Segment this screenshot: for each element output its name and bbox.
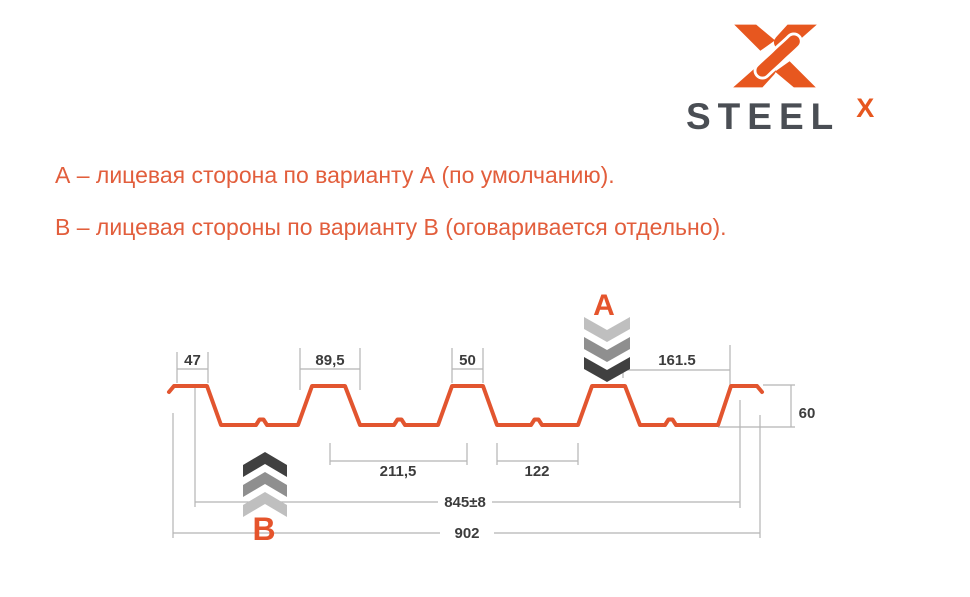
profile-outline	[167, 384, 764, 427]
dim-161-label: 161.5	[658, 352, 696, 369]
chevron-up-mid-icon	[243, 472, 287, 497]
dim-211-label: 211,5	[380, 463, 417, 480]
dim-50-label: 50	[459, 352, 476, 369]
dim-50-lines	[451, 348, 484, 383]
logo-x-arm-bottom-right	[775, 61, 816, 88]
chevron-down-mid-icon	[584, 337, 630, 362]
variant-b-marker: B	[243, 452, 287, 547]
brand-superscript-x: X	[856, 93, 875, 123]
chevron-up-light-icon	[243, 492, 287, 517]
dim-89-label: 89,5	[315, 352, 344, 369]
dimension-labels: 47 89,5 50 161.5 60 211,5 122 845±8 902	[184, 352, 815, 542]
dim-122-label: 122	[524, 463, 549, 480]
variant-a-letter: A	[593, 289, 615, 322]
logo-x-arm-top-left	[734, 24, 775, 51]
profile-cross-section-drawing: 47 89,5 50 161.5 60 211,5 122 845±8 902 …	[167, 289, 815, 547]
dimension-lines	[172, 345, 795, 538]
dim-211-lines	[329, 443, 468, 465]
logo-x-s-link	[756, 35, 800, 77]
dim-902-label: 902	[454, 525, 479, 542]
note-variant-b: В – лицевая стороны по варианту В (огова…	[55, 214, 727, 240]
chevron-down-light-icon	[584, 317, 630, 342]
brand-word: STEEL	[686, 96, 841, 137]
chevron-up-dark-icon	[243, 452, 287, 477]
chevron-down-dark-icon	[584, 357, 630, 382]
dim-845-lines	[194, 388, 741, 508]
dim-60-lines	[718, 384, 795, 428]
variant-a-marker: A	[584, 289, 630, 382]
dim-89-lines	[299, 348, 361, 390]
note-variant-a: А – лицевая сторона по варианту А (по ум…	[55, 162, 615, 188]
dim-47-lines	[176, 352, 209, 383]
steelx-x-icon	[733, 24, 817, 88]
variant-b-letter: B	[252, 511, 275, 547]
dim-47-label: 47	[184, 352, 201, 369]
dim-122-lines	[496, 443, 579, 465]
brand-wordmark: STEEL X	[686, 95, 874, 137]
dim-902-lines	[172, 413, 761, 538]
dim-845-label: 845±8	[444, 494, 486, 511]
dim-60-label: 60	[799, 405, 816, 422]
